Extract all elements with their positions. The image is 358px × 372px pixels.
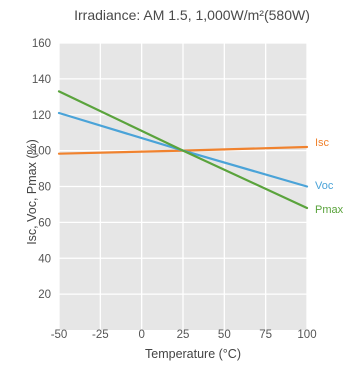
x-tick-label: 100 — [297, 329, 316, 341]
legend: Isc Voc Pmax — [315, 137, 344, 216]
x-tick-label: 50 — [218, 329, 231, 341]
y-tick-label: 40 — [38, 253, 51, 265]
legend-label-pmax: Pmax — [315, 204, 344, 216]
y-tick-label: 140 — [32, 74, 51, 86]
x-tick-label: 25 — [177, 329, 190, 341]
x-tick-label: -25 — [92, 329, 109, 341]
y-tick-label: 120 — [32, 110, 51, 122]
y-tick-label: 60 — [38, 217, 51, 229]
x-axis-label: Temperature (°C) — [145, 347, 241, 361]
series-line-pmax — [57, 90, 309, 210]
legend-label-isc: Isc — [315, 137, 330, 149]
y-tick-label: 100 — [32, 146, 51, 158]
y-tick-label: 80 — [38, 182, 51, 194]
series-lines — [57, 90, 309, 210]
x-tick-labels: -50 -25 0 25 50 75 100 — [51, 329, 317, 341]
y-tick-label: 160 — [32, 38, 51, 50]
legend-label-voc: Voc — [315, 180, 334, 192]
x-tick-label: -50 — [51, 329, 68, 341]
y-tick-label: 20 — [38, 289, 51, 301]
chart-title: Irradiance: AM 1.5, 1,000W/m²(580W) — [74, 7, 310, 23]
y-tick-labels: 20 40 60 80 100 120 140 160 — [32, 38, 51, 301]
x-tick-label: 0 — [138, 329, 144, 341]
x-tick-label: 75 — [259, 329, 272, 341]
y-axis-label: Isc, Voc, Pmax (%) — [25, 139, 39, 245]
